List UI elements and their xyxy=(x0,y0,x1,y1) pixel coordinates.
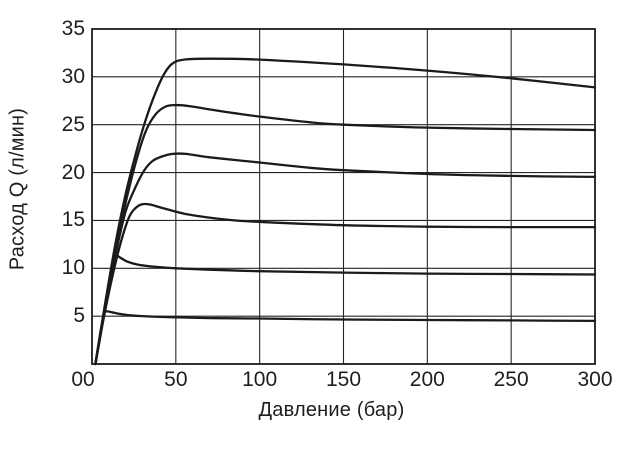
x-tick-label-100: 100 xyxy=(242,368,278,391)
curve-2 xyxy=(94,103,597,366)
y-tick-label-20: 20 xyxy=(61,160,85,184)
x-tick-label-200: 200 xyxy=(409,368,445,391)
x-tick-label-250: 250 xyxy=(493,368,529,391)
x-tick-label-150: 150 xyxy=(325,368,362,391)
y-tick-label-10: 10 xyxy=(61,256,85,280)
y-tick-label-25: 25 xyxy=(61,112,85,136)
y-tick-label-30: 30 xyxy=(61,64,85,88)
plot-border xyxy=(91,28,596,365)
curve-5 xyxy=(94,254,597,366)
curve-1 xyxy=(94,57,597,366)
x-tick-label-50: 50 xyxy=(164,368,188,391)
y-tick-label-15: 15 xyxy=(61,208,85,232)
curve-4 xyxy=(94,202,597,366)
y-tick-label-5: 5 xyxy=(73,304,85,328)
y-tick-label-35: 35 xyxy=(61,17,85,40)
x-axis-title: Давление (бар) xyxy=(258,399,405,421)
x-tick-label-300: 300 xyxy=(577,368,613,391)
curve-3 xyxy=(94,152,597,366)
curve-6 xyxy=(94,310,597,366)
x-tick-label-00: 00 xyxy=(71,368,95,391)
